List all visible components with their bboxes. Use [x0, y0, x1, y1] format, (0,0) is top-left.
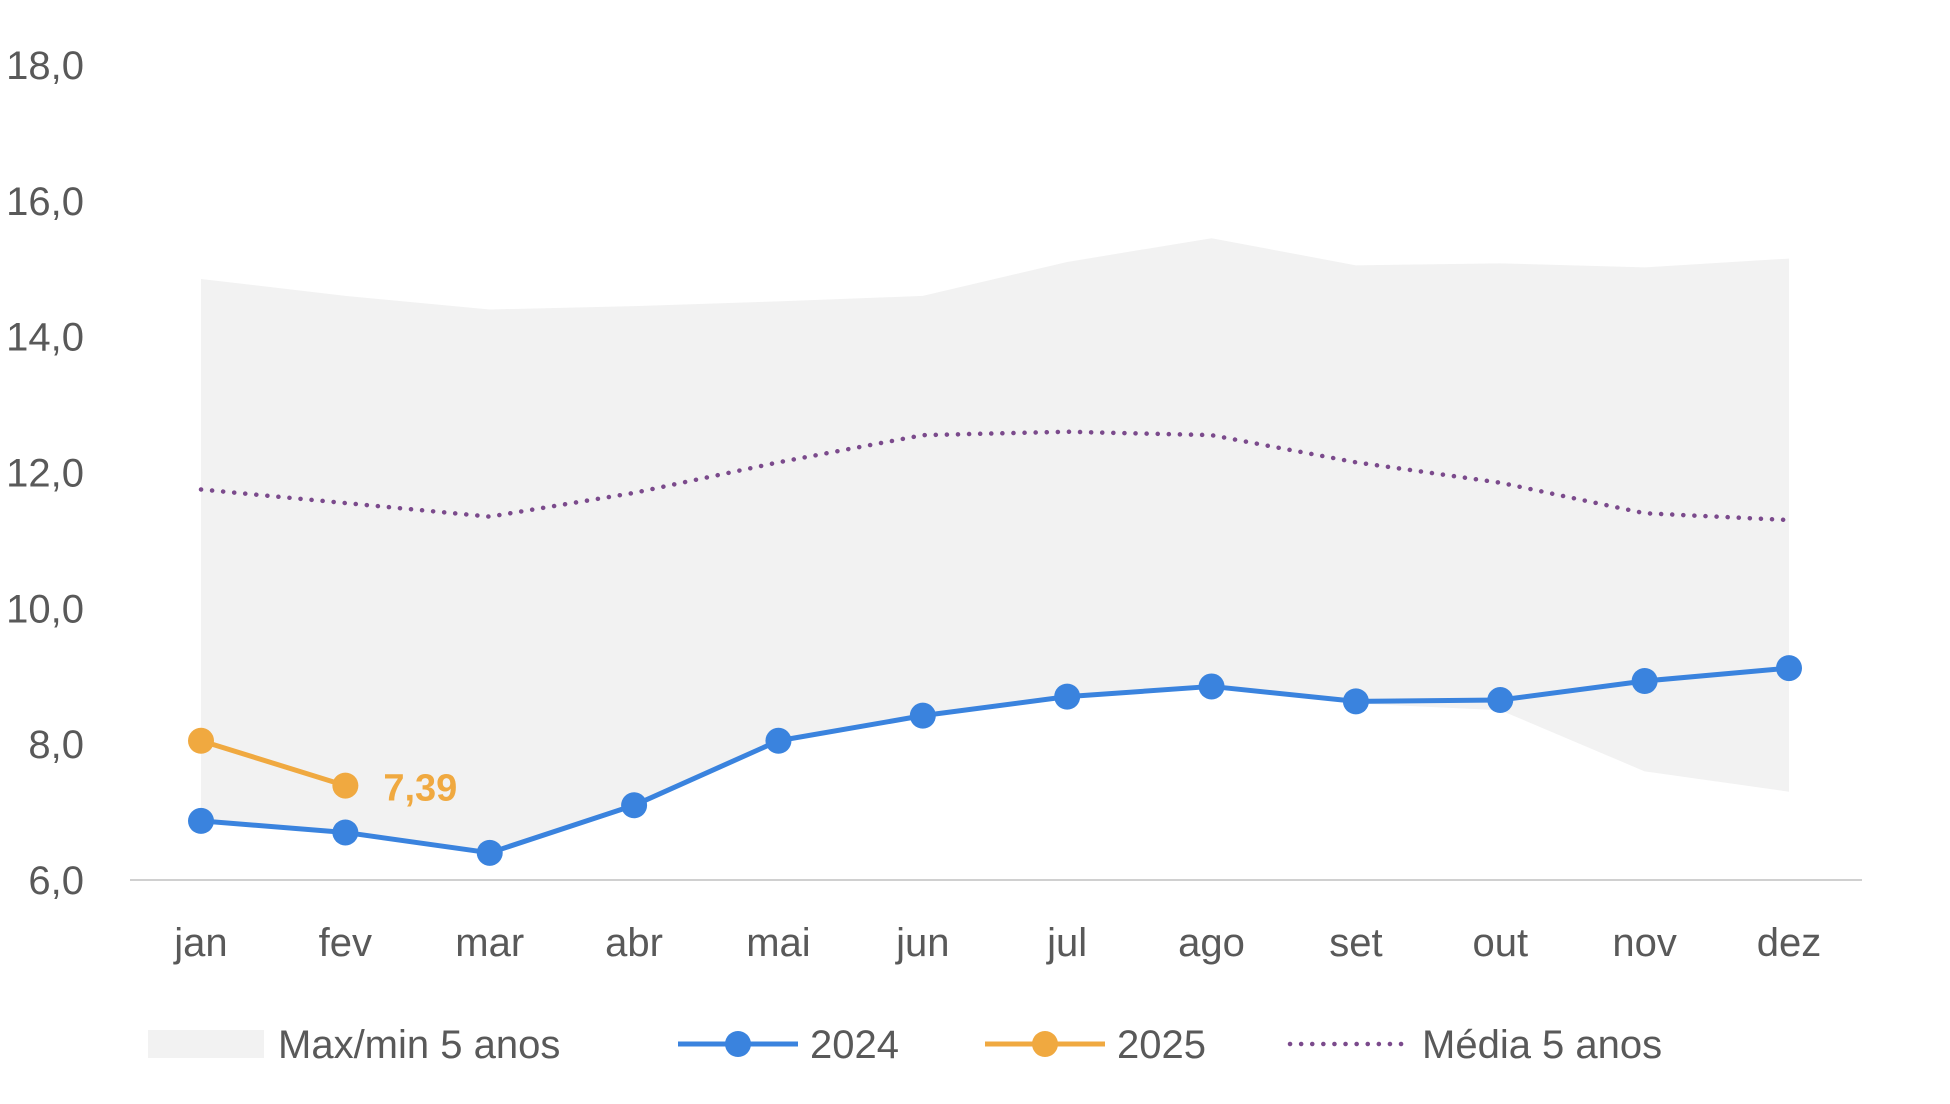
series-line	[200, 738, 347, 788]
data-point	[332, 819, 359, 846]
x-tick-label: ago	[1178, 921, 1245, 965]
x-tick-label: set	[1329, 921, 1382, 965]
y-tick-label: 6,0	[28, 859, 84, 903]
legend-swatch-marker	[1032, 1031, 1058, 1057]
data-point	[1342, 688, 1369, 715]
series-line	[200, 665, 1790, 856]
x-tick-label: nov	[1612, 921, 1677, 965]
series-2024	[188, 655, 1802, 866]
x-tick-label: abr	[605, 921, 663, 965]
data-label: 7,39	[383, 768, 457, 810]
y-tick-label: 12,0	[6, 452, 84, 496]
data-point	[1631, 668, 1658, 695]
y-tick-label: 8,0	[28, 723, 84, 767]
data-point	[621, 792, 648, 819]
x-tick-label: fev	[319, 921, 372, 965]
data-point	[188, 727, 214, 754]
legend: Max/min 5 anos 2024 2025 Média 5 anos	[148, 1023, 1662, 1067]
y-tick-label: 18,0	[6, 44, 84, 88]
max-min-band	[201, 238, 1789, 852]
legend-label: 2025	[1117, 1023, 1206, 1067]
data-point	[765, 727, 792, 754]
data-point	[1198, 673, 1225, 700]
x-tick-label: mai	[746, 921, 810, 965]
x-tick-label: out	[1472, 921, 1528, 965]
legend-swatch-marker	[725, 1031, 751, 1057]
data-label-layer: 7,39	[383, 768, 457, 810]
x-tick-label: jul	[1046, 921, 1087, 965]
data-point	[476, 839, 503, 866]
x-tick-label: jun	[895, 921, 949, 965]
x-tick-label: dez	[1757, 921, 1822, 965]
series-layer	[188, 429, 1802, 866]
y-tick-label: 16,0	[6, 180, 84, 224]
max-min-band-layer	[201, 238, 1789, 852]
legend-label: 2024	[810, 1023, 899, 1067]
axis-layer: 6,0 8,0 10,0 12,0 14,0 16,0 18,0 jan fev mar abr ma…	[6, 44, 1862, 965]
series-line	[198, 429, 1792, 523]
data-point	[188, 807, 214, 834]
legend-swatch-band	[148, 1030, 264, 1058]
data-point	[332, 772, 359, 799]
data-point	[909, 702, 936, 729]
legend-label: Média 5 anos	[1422, 1023, 1662, 1067]
x-tick-label: mar	[455, 921, 524, 965]
data-point	[1776, 655, 1802, 682]
y-tick-label: 10,0	[6, 587, 84, 631]
x-tick-label: jan	[173, 921, 227, 965]
data-point	[1054, 683, 1081, 710]
legend-label: Max/min 5 anos	[278, 1023, 560, 1067]
y-tick-label: 14,0	[6, 316, 84, 360]
data-point	[1487, 687, 1514, 714]
series-m-dia-5-anos	[198, 429, 1792, 523]
series-2025	[188, 727, 359, 799]
